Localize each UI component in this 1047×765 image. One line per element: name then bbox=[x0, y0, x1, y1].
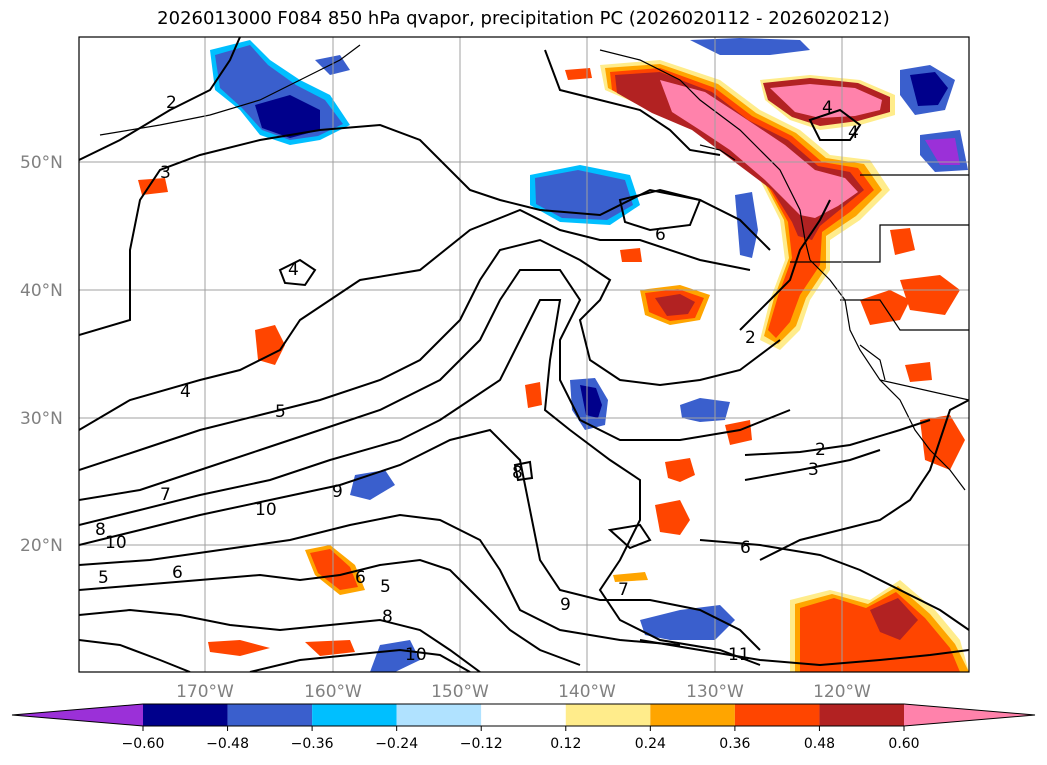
lon-label: 120°W bbox=[813, 682, 871, 702]
lat-label: 50°N bbox=[20, 153, 63, 173]
contour-label: 2 bbox=[815, 440, 826, 460]
lat-label: 40°N bbox=[20, 281, 63, 301]
colorbar: −0.60 −0.48 −0.36 −0.24 −0.12 0.12 0.24 0.36 0.4… bbox=[11, 703, 1036, 752]
lon-label: 170°W bbox=[176, 682, 234, 702]
contour-label: 5 bbox=[98, 568, 109, 588]
contour-label: 8 bbox=[382, 607, 393, 627]
colorbar-tick-label: 0.24 bbox=[635, 736, 666, 752]
contour-label: 4 bbox=[848, 123, 859, 143]
contour-label: 4 bbox=[822, 98, 833, 118]
colorbar-tick-label: 0.12 bbox=[550, 736, 581, 752]
lat-label: 30°N bbox=[20, 409, 63, 429]
contour-label: 5 bbox=[275, 402, 286, 422]
colorbar-segment bbox=[650, 704, 735, 726]
negative-precip-shading bbox=[210, 38, 968, 672]
contour-label: 7 bbox=[618, 580, 629, 600]
qvapor-contours bbox=[79, 37, 969, 672]
colorbar-tick-label: −0.60 bbox=[122, 736, 165, 752]
colorbar-tick-label: −0.24 bbox=[375, 736, 418, 752]
contour-label: 9 bbox=[332, 482, 343, 502]
contour-label: 8 bbox=[95, 520, 106, 540]
colorbar-tick-label: 0.36 bbox=[719, 736, 750, 752]
contour-label: 4 bbox=[180, 382, 191, 402]
contour-label: 6 bbox=[355, 568, 366, 588]
lon-label: 160°W bbox=[304, 682, 362, 702]
colorbar-min-extend bbox=[12, 704, 143, 726]
lat-label: 20°N bbox=[20, 536, 63, 556]
contour-label: 7 bbox=[160, 485, 171, 505]
coastline bbox=[99, 44, 969, 491]
contour-label: 8 bbox=[512, 463, 523, 483]
colorbar-segment bbox=[396, 704, 482, 726]
contour-label: 10 bbox=[255, 500, 277, 520]
colorbar-segment bbox=[734, 704, 820, 726]
contour-label: 11 bbox=[728, 645, 750, 665]
contour-labels: 2 3 4 4 4 5 5 6 6 6 7 7 8 8 9 10 10 11 2… bbox=[95, 93, 859, 665]
colorbar-max-extend bbox=[904, 704, 1035, 726]
contour-label: 10 bbox=[405, 645, 427, 665]
map-area: 2 3 4 4 4 5 5 6 6 6 7 7 8 8 9 10 10 11 2… bbox=[79, 37, 969, 672]
colorbar-segment bbox=[227, 704, 313, 726]
contour-label: 3 bbox=[160, 163, 171, 183]
contour-label: 3 bbox=[808, 460, 819, 480]
lon-label: 150°W bbox=[431, 682, 489, 702]
contour-label: 6 bbox=[172, 563, 183, 583]
longitude-labels: 170°W 160°W 150°W 140°W 130°W 120°W bbox=[176, 682, 871, 702]
lon-label: 140°W bbox=[558, 682, 616, 702]
colorbar-segment bbox=[565, 704, 651, 726]
colorbar-segment bbox=[819, 704, 904, 726]
colorbar-segment bbox=[143, 704, 228, 726]
graticule bbox=[79, 37, 969, 672]
lon-label: 130°W bbox=[686, 682, 744, 702]
map-frame bbox=[78, 36, 970, 673]
contour-label: 2 bbox=[745, 328, 756, 348]
contour-label: 6 bbox=[740, 538, 751, 558]
contour-label: 5 bbox=[380, 577, 391, 597]
contour-label: 9 bbox=[560, 595, 571, 615]
contour-label: 4 bbox=[288, 260, 299, 280]
contour-label: 2 bbox=[166, 93, 177, 113]
contour-label: 6 bbox=[655, 225, 666, 245]
colorbar-segment bbox=[481, 704, 566, 726]
colorbar-tick-label: 0.60 bbox=[888, 736, 919, 752]
latitude-labels: 50°N 40°N 30°N 20°N bbox=[20, 153, 63, 556]
colorbar-tick-label: 0.48 bbox=[804, 736, 835, 752]
colorbar-tick-label: −0.36 bbox=[291, 736, 334, 752]
colorbar-segment bbox=[312, 704, 397, 726]
contour-label: 10 bbox=[105, 533, 127, 553]
colorbar-tick-label: −0.12 bbox=[460, 736, 503, 752]
colorbar-tick-label: −0.48 bbox=[206, 736, 249, 752]
map-title: 2026013000 F084 850 hPa qvapor, precipit… bbox=[157, 8, 890, 29]
